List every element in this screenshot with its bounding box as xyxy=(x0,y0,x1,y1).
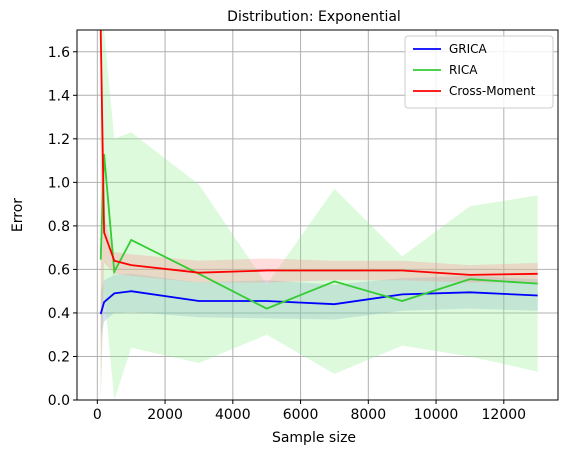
series-line-cross-moment xyxy=(99,30,538,276)
x-tick-label: 4000 xyxy=(215,407,251,423)
error-band-rica xyxy=(100,30,538,400)
legend-label: GRICA xyxy=(449,42,488,56)
legend-label: Cross-Moment xyxy=(449,84,536,98)
y-tick-label: 1.0 xyxy=(48,175,70,191)
x-axis-label: Sample size xyxy=(272,430,356,446)
y-tick-label: 1.6 xyxy=(48,45,70,61)
x-tick-label: 10000 xyxy=(414,407,459,423)
y-tick-label: 0.8 xyxy=(48,219,70,235)
legend-box xyxy=(404,35,554,109)
legend: GRICA RICA Cross-Moment xyxy=(404,35,554,109)
x-tick-label: 6000 xyxy=(283,407,319,423)
x-tick-label: 2000 xyxy=(147,407,183,423)
series-line-grica xyxy=(99,290,538,315)
y-tick-label: 0.6 xyxy=(48,262,70,278)
x-axis-ticks: 0 2000 4000 6000 8000 10000 12000 xyxy=(93,400,526,423)
error-bands xyxy=(100,30,538,400)
plot-frame xyxy=(76,29,559,401)
x-tick-label: 8000 xyxy=(350,407,386,423)
error-band-grica xyxy=(100,273,538,340)
series-line-rica xyxy=(99,154,538,310)
y-tick-label: 1.2 xyxy=(48,132,70,148)
y-tick-label: 0.0 xyxy=(48,393,70,409)
x-tick-label: 12000 xyxy=(482,407,527,423)
x-tick-label: 0 xyxy=(93,407,102,423)
legend-label: RICA xyxy=(449,63,478,77)
series-lines xyxy=(99,30,538,315)
y-tick-label: 0.2 xyxy=(48,349,70,365)
y-tick-label: 0.4 xyxy=(48,306,70,322)
y-axis-label: Error xyxy=(10,198,26,232)
y-axis-ticks: 0.0 0.2 0.4 0.6 0.8 1.0 1.2 1.4 1.6 xyxy=(48,45,77,409)
chart-title: Distribution: Exponential xyxy=(227,9,401,25)
y-tick-label: 1.4 xyxy=(48,88,70,104)
